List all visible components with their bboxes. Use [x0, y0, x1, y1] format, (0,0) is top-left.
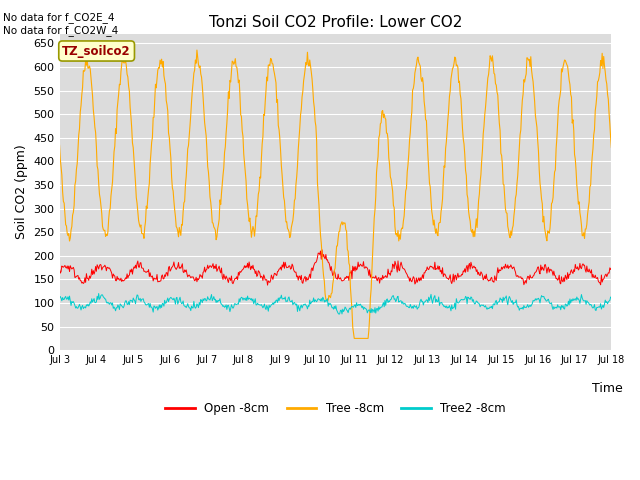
Legend: Open -8cm, Tree -8cm, Tree2 -8cm: Open -8cm, Tree -8cm, Tree2 -8cm [160, 397, 511, 420]
Text: No data for f_CO2W_4: No data for f_CO2W_4 [3, 25, 118, 36]
Tree -8cm [209, 220, 216, 226]
Tree -8cm [404, 162, 412, 168]
Open -8cm [420, 270, 428, 276]
Tree -8cm [66, 238, 74, 244]
Open -8cm [607, 265, 615, 271]
Line: Tree -8cm: Tree -8cm [60, 50, 611, 338]
Open -8cm [207, 264, 215, 270]
Open -8cm [66, 269, 74, 275]
Tree2 -8cm [95, 290, 102, 296]
Open -8cm [122, 276, 130, 282]
Tree2 -8cm [179, 298, 187, 304]
Tree2 -8cm [404, 304, 412, 310]
Tree2 -8cm [420, 299, 428, 305]
Open -8cm [264, 282, 271, 288]
Line: Open -8cm: Open -8cm [60, 250, 611, 285]
Tree -8cm [193, 47, 201, 53]
Tree2 -8cm [335, 311, 343, 317]
Y-axis label: Soil CO2 (ppm): Soil CO2 (ppm) [15, 144, 28, 240]
Tree -8cm [351, 336, 358, 341]
Tree -8cm [607, 144, 615, 150]
Tree2 -8cm [607, 295, 615, 301]
Tree -8cm [179, 222, 186, 228]
X-axis label: Time: Time [591, 382, 623, 395]
Tree2 -8cm [124, 301, 131, 307]
Tree2 -8cm [209, 298, 216, 303]
Text: No data for f_CO2E_4: No data for f_CO2E_4 [3, 12, 115, 23]
Open -8cm [179, 261, 186, 267]
Open -8cm [404, 275, 412, 280]
Tree -8cm [420, 98, 428, 104]
Open -8cm [56, 266, 63, 272]
Open -8cm [318, 247, 326, 252]
Text: TZ_soilco2: TZ_soilco2 [62, 45, 131, 58]
Tree -8cm [56, 143, 63, 148]
Tree -8cm [122, 63, 130, 69]
Line: Tree2 -8cm: Tree2 -8cm [60, 293, 611, 314]
Title: Tonzi Soil CO2 Profile: Lower CO2: Tonzi Soil CO2 Profile: Lower CO2 [209, 15, 462, 30]
Tree2 -8cm [56, 295, 63, 300]
Tree2 -8cm [66, 293, 74, 299]
